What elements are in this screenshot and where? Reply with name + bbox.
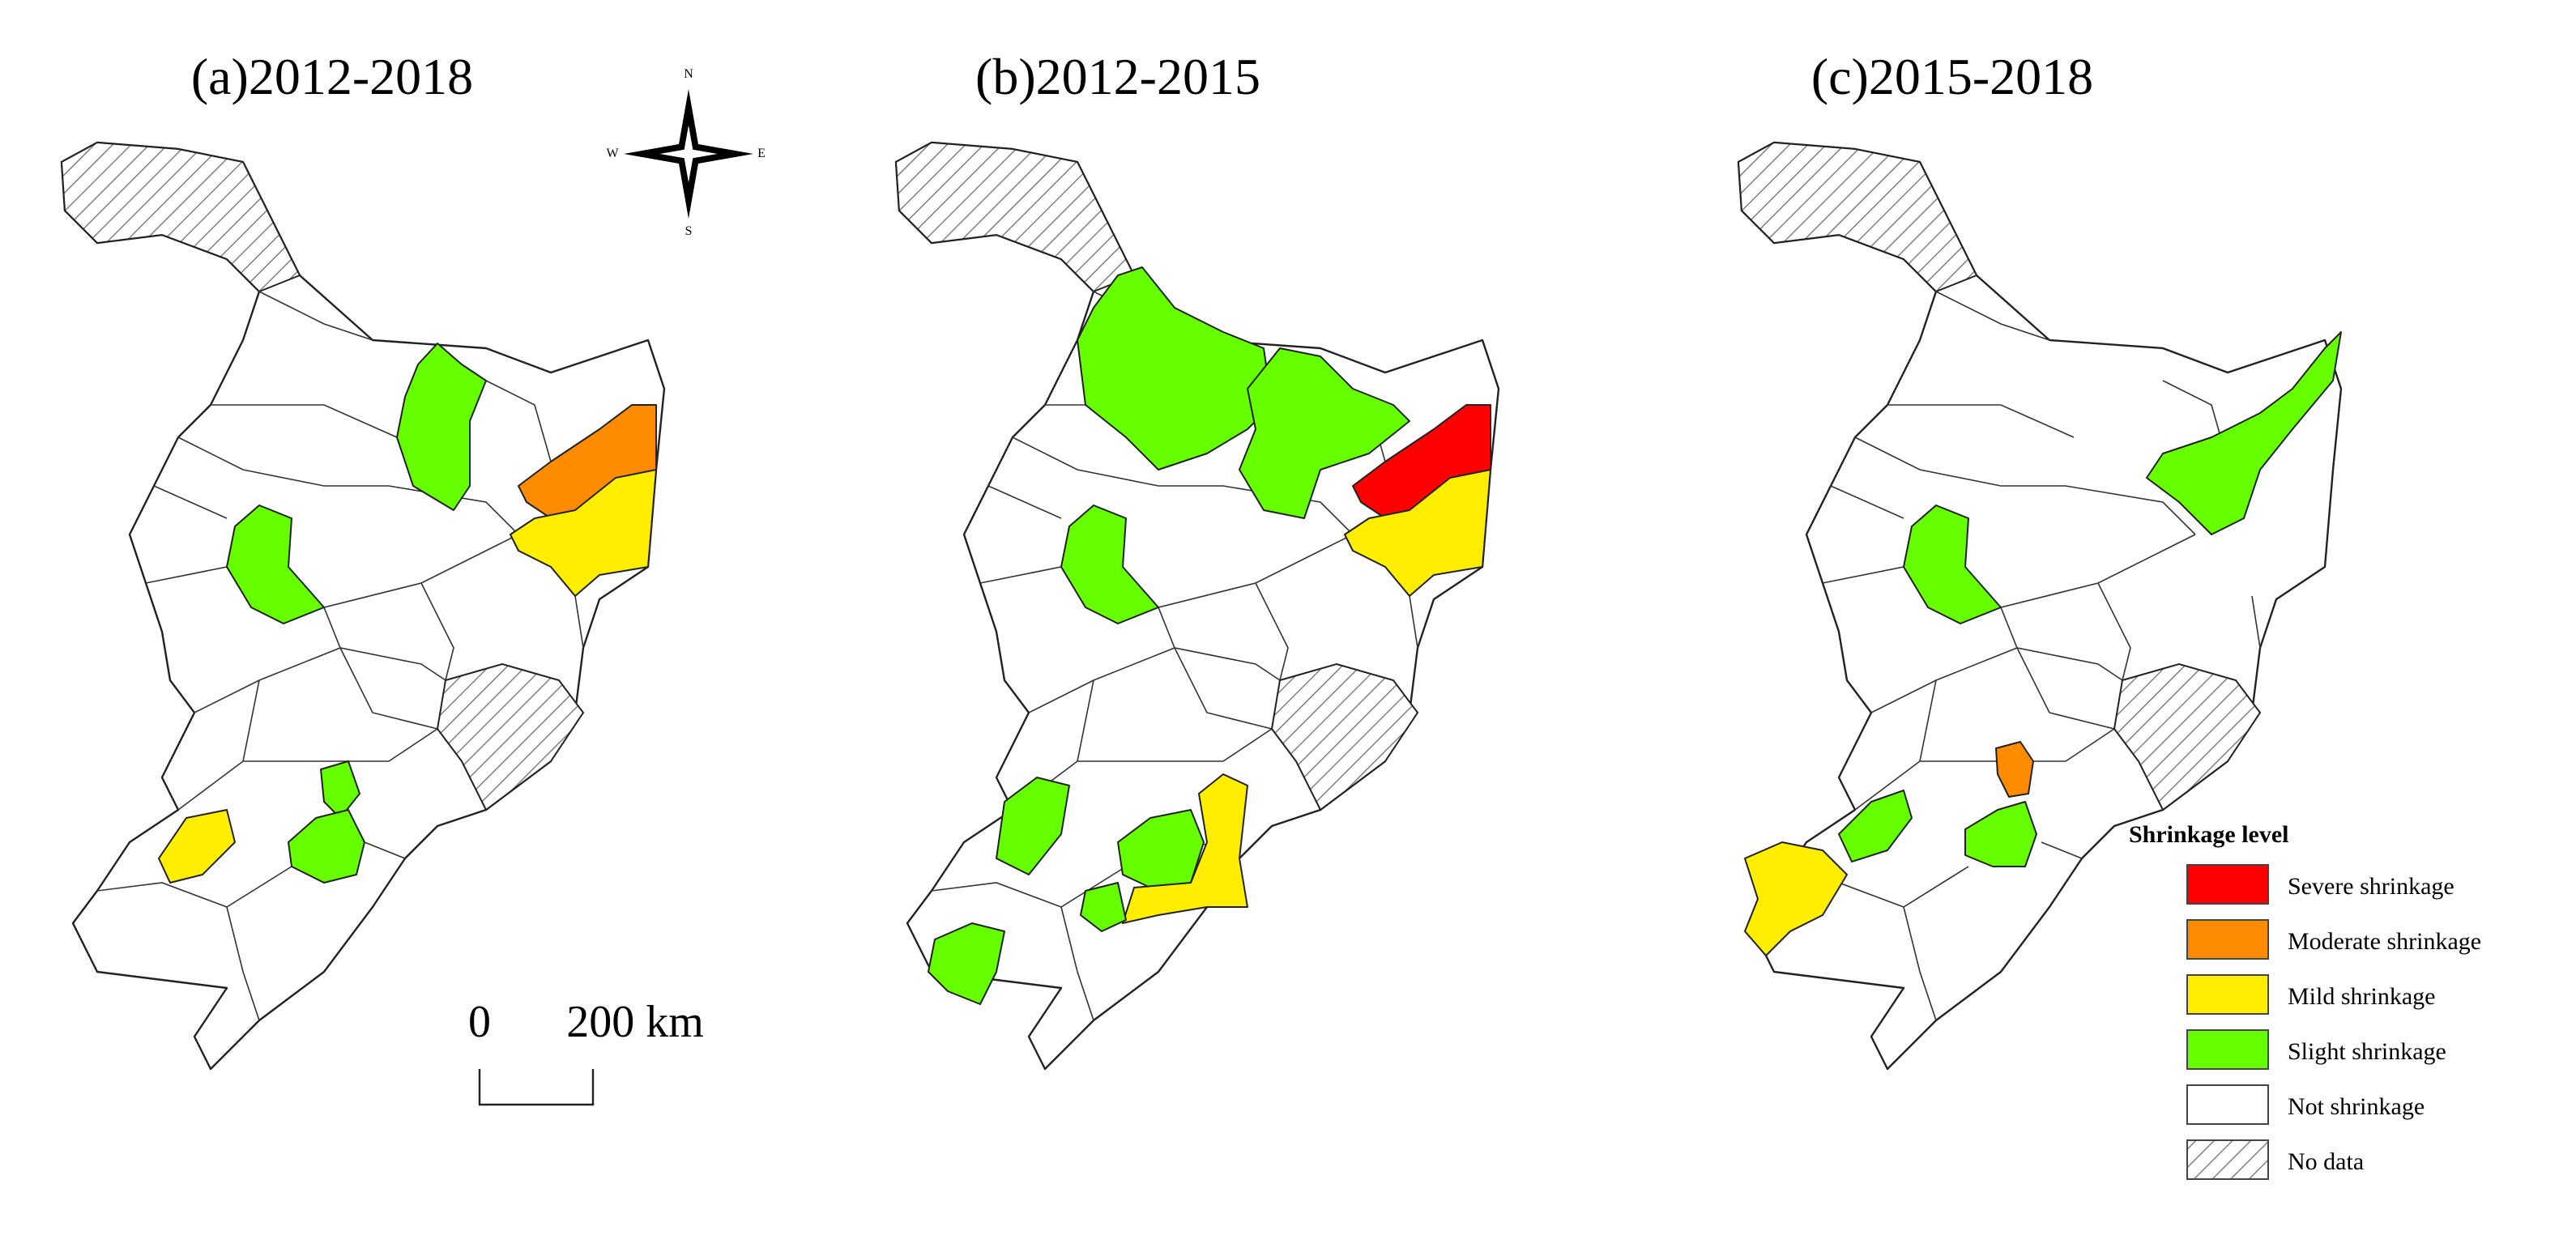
region — [1838, 790, 1913, 862]
scale-bar: 0 200 km — [468, 997, 704, 1106]
legend-swatch — [2186, 974, 2269, 1015]
region — [1117, 809, 1205, 888]
region — [1077, 266, 1273, 471]
region — [396, 343, 487, 511]
region — [1903, 505, 2002, 624]
region — [226, 505, 325, 624]
legend-swatch — [2186, 864, 2269, 905]
region — [510, 469, 657, 597]
panel-c: (c)2015-2018 — [1737, 48, 2343, 1071]
panel-title: (c)2015-2018 — [1811, 48, 2093, 105]
legend-label: Moderate shrinkage — [2288, 928, 2481, 955]
compass-w: W — [606, 147, 619, 160]
region — [1744, 841, 1848, 956]
panel-title: (b)2012-2015 — [975, 48, 1260, 105]
region — [1080, 882, 1127, 932]
legend-label: Severe shrinkage — [2288, 873, 2454, 900]
region — [1060, 505, 1159, 624]
region — [928, 922, 1005, 1005]
region — [158, 809, 236, 884]
region — [1122, 773, 1248, 924]
compass-s: S — [685, 224, 693, 238]
legend-swatch — [2186, 1029, 2269, 1070]
region — [2146, 331, 2342, 535]
region — [1344, 469, 1491, 597]
panel-a: (a)2012-2018 N S W E 0 200 km — [60, 48, 766, 1106]
legend-swatch — [2186, 919, 2269, 960]
legend: Shrinkage level Severe shrinkage Moderate… — [2129, 821, 2481, 1180]
scale-start: 0 — [468, 997, 491, 1047]
compass-n: N — [684, 67, 693, 81]
legend-label: Slight shrinkage — [2288, 1038, 2446, 1065]
region — [1995, 741, 2034, 798]
north-arrow: N S W E — [606, 67, 765, 238]
legend-label: Mild shrinkage — [2288, 983, 2435, 1010]
compass-e: E — [757, 147, 766, 160]
legend-swatch — [2186, 1084, 2269, 1125]
region — [320, 760, 360, 819]
scale-end: 200 km — [566, 997, 704, 1047]
legend-title: Shrinkage level — [2129, 821, 2289, 848]
legend-swatch — [2186, 1139, 2269, 1180]
panel-b: (b)2012-2015 — [894, 48, 1500, 1071]
legend-label: No data — [2288, 1148, 2364, 1175]
panel-title: (a)2012-2018 — [191, 48, 473, 105]
region — [1964, 801, 2037, 867]
region — [1239, 347, 1410, 519]
region — [288, 809, 365, 884]
region — [996, 777, 1070, 875]
legend-label: Not shrinkage — [2288, 1093, 2425, 1120]
